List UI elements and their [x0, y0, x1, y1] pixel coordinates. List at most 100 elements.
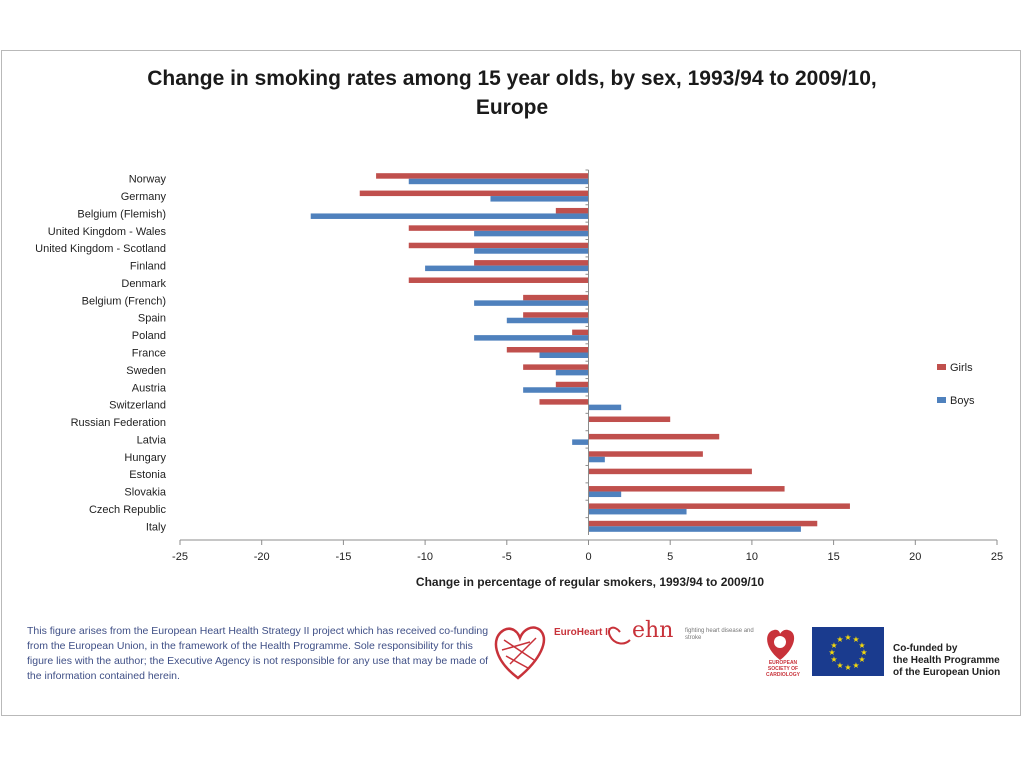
y-tick-label: Belgium (Flemish) — [77, 208, 166, 220]
bar-girls-2 — [359, 190, 589, 197]
bar-girls-17 — [588, 451, 703, 457]
svg-text:★: ★ — [852, 661, 859, 670]
bar-boys-3 — [310, 213, 589, 219]
y-tick-label: Germany — [121, 191, 167, 203]
euroheart-label: EuroHeart II — [554, 627, 611, 638]
x-tick-label: 5 — [667, 551, 673, 563]
y-tick-label: Norway — [129, 174, 167, 186]
cofunded-line-2: the Health Programme — [893, 655, 1000, 666]
svg-text:★: ★ — [858, 655, 865, 664]
bar-girls-14 — [539, 399, 589, 405]
bar-girls-6 — [474, 260, 589, 266]
x-tick-label: 0 — [585, 551, 591, 563]
bar-girls-8 — [523, 294, 589, 301]
ehn-label: ehn — [632, 618, 674, 643]
chart-title-line-2: Europe — [475, 96, 549, 119]
svg-text:★: ★ — [844, 663, 851, 672]
chart-title: Change in smoking rates among 15 year ol… — [0, 64, 1024, 122]
bar-girls-3 — [555, 207, 589, 214]
y-tick-label: United Kingdom - Scotland — [35, 243, 166, 255]
x-tick-label: -5 — [502, 551, 512, 563]
svg-text:★: ★ — [836, 661, 843, 670]
x-tick-label: 10 — [746, 551, 758, 563]
x-tick-label: -10 — [417, 551, 433, 563]
svg-text:★: ★ — [844, 633, 851, 642]
bar-girls-10 — [572, 329, 589, 336]
svg-text:★: ★ — [836, 635, 843, 644]
y-tick-label: Spain — [138, 313, 166, 325]
bar-girls-7 — [408, 277, 589, 283]
y-tick-label: United Kingdom - Wales — [48, 226, 167, 238]
bar-girls-11 — [506, 347, 589, 353]
bar-boys-16 — [572, 439, 589, 445]
y-tick-label: Slovakia — [124, 487, 166, 499]
partner-logos: ★ ★ ★ ★ ★ ★ ★ ★ ★ ★ ★ ★ — [490, 620, 1010, 684]
svg-text:★: ★ — [830, 641, 837, 650]
bar-boys-14 — [588, 404, 622, 411]
y-tick-label: France — [132, 348, 166, 360]
y-tick-label: Russian Federation — [71, 417, 166, 429]
ehn-tagline: fighting heart disease and stroke — [685, 628, 754, 641]
eu-flag-icon: ★ ★★ ★★★ ★★★ ★★★ — [812, 627, 884, 676]
x-tick-label: 25 — [991, 551, 1003, 563]
funding-disclaimer: This figure arises from the European Hea… — [27, 625, 489, 682]
chart-title-line-1: Change in smoking rates among 15 year ol… — [147, 67, 877, 90]
bar-girls-21 — [588, 520, 818, 527]
euroheart-logo-icon — [494, 626, 546, 680]
x-tick-label: -20 — [254, 551, 270, 563]
svg-text:★: ★ — [860, 648, 867, 657]
bar-boys-1 — [408, 178, 589, 185]
y-tick-label: Latvia — [137, 434, 167, 446]
cofunded-text: Co-funded by the Health Programme of the… — [893, 643, 1000, 679]
bar-boys-8 — [474, 300, 589, 306]
bar-boys-12 — [555, 369, 589, 376]
y-tick-label: Denmark — [121, 278, 166, 290]
svg-text:★: ★ — [858, 641, 865, 650]
y-tick-label: Estonia — [129, 469, 167, 481]
y-tick-label: Sweden — [126, 365, 166, 377]
bar-boys-20 — [588, 508, 687, 515]
svg-text:★: ★ — [830, 655, 837, 664]
bar-boys-5 — [474, 248, 589, 254]
y-tick-label: Hungary — [124, 452, 166, 464]
bar-boys-4 — [474, 230, 589, 237]
y-tick-label: Austria — [132, 382, 167, 394]
x-tick-label: -25 — [172, 551, 188, 563]
bar-girls-15 — [588, 416, 671, 423]
bar-boys-6 — [425, 265, 589, 272]
svg-text:★: ★ — [852, 635, 859, 644]
x-axis-title: Change in percentage of regular smokers,… — [416, 575, 764, 589]
bar-girls-19 — [588, 486, 785, 492]
slide-frame — [1, 50, 1021, 716]
x-tick-label: 15 — [827, 551, 839, 563]
bar-girls-13 — [555, 381, 589, 388]
y-tick-label: Poland — [132, 330, 166, 342]
bar-girls-18 — [588, 468, 752, 475]
y-tick-label: Belgium (French) — [82, 295, 166, 307]
bar-boys-17 — [588, 456, 605, 463]
legend-swatch-boys — [937, 397, 946, 403]
cofunded-line-3: of the European Union — [893, 667, 1001, 678]
y-tick-label: Switzerland — [109, 400, 166, 412]
bar-boys-21 — [588, 526, 801, 532]
bar-boys-19 — [588, 491, 622, 498]
esc-label: EUROPEAN SOCIETY OF CARDIOLOGY — [766, 660, 800, 678]
x-tick-label: 20 — [909, 551, 921, 563]
bar-boys-2 — [490, 196, 589, 202]
bar-girls-20 — [588, 503, 850, 509]
legend-swatch-girls — [937, 364, 946, 370]
y-tick-label: Czech Republic — [89, 504, 167, 516]
bar-girls-9 — [523, 312, 589, 318]
bar-girls-5 — [408, 242, 589, 249]
legend-label-boys: Boys — [950, 395, 975, 407]
bar-boys-9 — [506, 317, 589, 324]
bar-boys-11 — [539, 352, 589, 358]
bar-girls-16 — [588, 433, 720, 440]
legend-label-girls: Girls — [950, 362, 973, 374]
svg-text:★: ★ — [828, 648, 835, 657]
bar-boys-13 — [523, 387, 589, 393]
cofunded-line-1: Co-funded by — [893, 643, 958, 654]
y-tick-label: Italy — [146, 521, 167, 533]
bar-girls-12 — [523, 364, 589, 370]
